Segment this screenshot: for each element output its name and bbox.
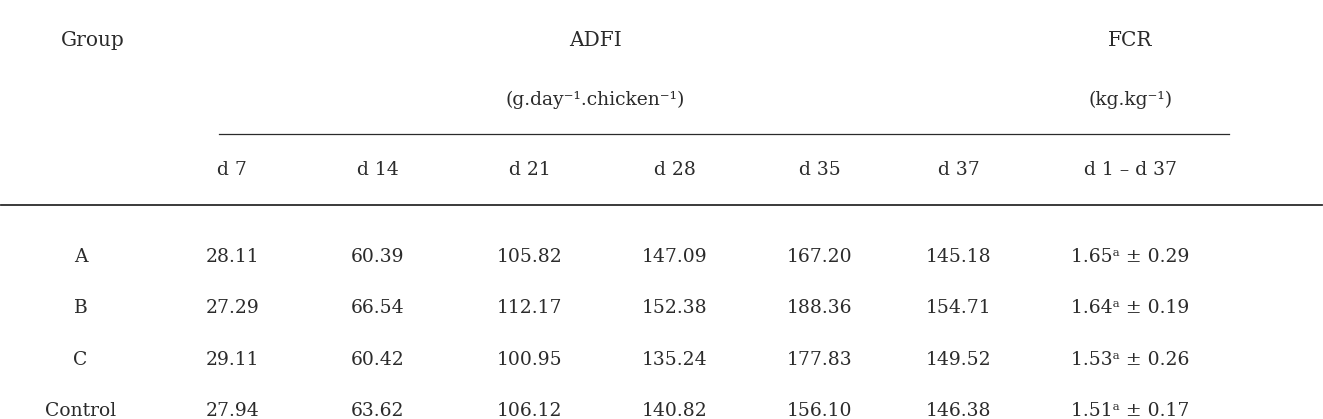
Text: d 1 – d 37: d 1 – d 37 bbox=[1084, 160, 1176, 178]
Text: 177.83: 177.83 bbox=[787, 351, 853, 369]
Text: 29.11: 29.11 bbox=[205, 351, 259, 369]
Text: (g.day⁻¹.chicken⁻¹): (g.day⁻¹.chicken⁻¹) bbox=[505, 91, 685, 109]
Text: 146.38: 146.38 bbox=[926, 402, 991, 419]
Text: 147.09: 147.09 bbox=[642, 248, 708, 266]
Text: d 35: d 35 bbox=[799, 160, 841, 178]
Text: Group: Group bbox=[61, 31, 124, 50]
Text: d 7: d 7 bbox=[217, 160, 247, 178]
Text: B: B bbox=[74, 299, 87, 317]
Text: d 28: d 28 bbox=[654, 160, 696, 178]
Text: 28.11: 28.11 bbox=[205, 248, 259, 266]
Text: (kg.kg⁻¹): (kg.kg⁻¹) bbox=[1088, 91, 1172, 109]
Text: 1.64ᵃ ± 0.19: 1.64ᵃ ± 0.19 bbox=[1072, 299, 1189, 317]
Text: d 21: d 21 bbox=[508, 160, 550, 178]
Text: 66.54: 66.54 bbox=[351, 299, 405, 317]
Text: FCR: FCR bbox=[1107, 31, 1152, 50]
Text: 145.18: 145.18 bbox=[926, 248, 991, 266]
Text: ADFI: ADFI bbox=[569, 31, 622, 50]
Text: 154.71: 154.71 bbox=[926, 299, 991, 317]
Text: 135.24: 135.24 bbox=[642, 351, 708, 369]
Text: 60.39: 60.39 bbox=[351, 248, 405, 266]
Text: 60.42: 60.42 bbox=[351, 351, 405, 369]
Text: A: A bbox=[74, 248, 87, 266]
Text: C: C bbox=[73, 351, 87, 369]
Text: 152.38: 152.38 bbox=[642, 299, 708, 317]
Text: 167.20: 167.20 bbox=[787, 248, 853, 266]
Text: Control: Control bbox=[45, 402, 116, 419]
Text: d 37: d 37 bbox=[938, 160, 979, 178]
Text: 1.53ᵃ ± 0.26: 1.53ᵃ ± 0.26 bbox=[1072, 351, 1189, 369]
Text: d 14: d 14 bbox=[357, 160, 398, 178]
Text: 188.36: 188.36 bbox=[787, 299, 853, 317]
Text: 63.62: 63.62 bbox=[351, 402, 405, 419]
Text: 100.95: 100.95 bbox=[496, 351, 562, 369]
Text: 27.94: 27.94 bbox=[205, 402, 259, 419]
Text: 106.12: 106.12 bbox=[496, 402, 562, 419]
Text: 156.10: 156.10 bbox=[787, 402, 853, 419]
Text: 112.17: 112.17 bbox=[496, 299, 562, 317]
Text: 1.65ᵃ ± 0.29: 1.65ᵃ ± 0.29 bbox=[1072, 248, 1189, 266]
Text: 140.82: 140.82 bbox=[642, 402, 708, 419]
Text: 27.29: 27.29 bbox=[205, 299, 259, 317]
Text: 105.82: 105.82 bbox=[496, 248, 562, 266]
Text: 149.52: 149.52 bbox=[926, 351, 991, 369]
Text: 1.51ᵃ ± 0.17: 1.51ᵃ ± 0.17 bbox=[1072, 402, 1189, 419]
